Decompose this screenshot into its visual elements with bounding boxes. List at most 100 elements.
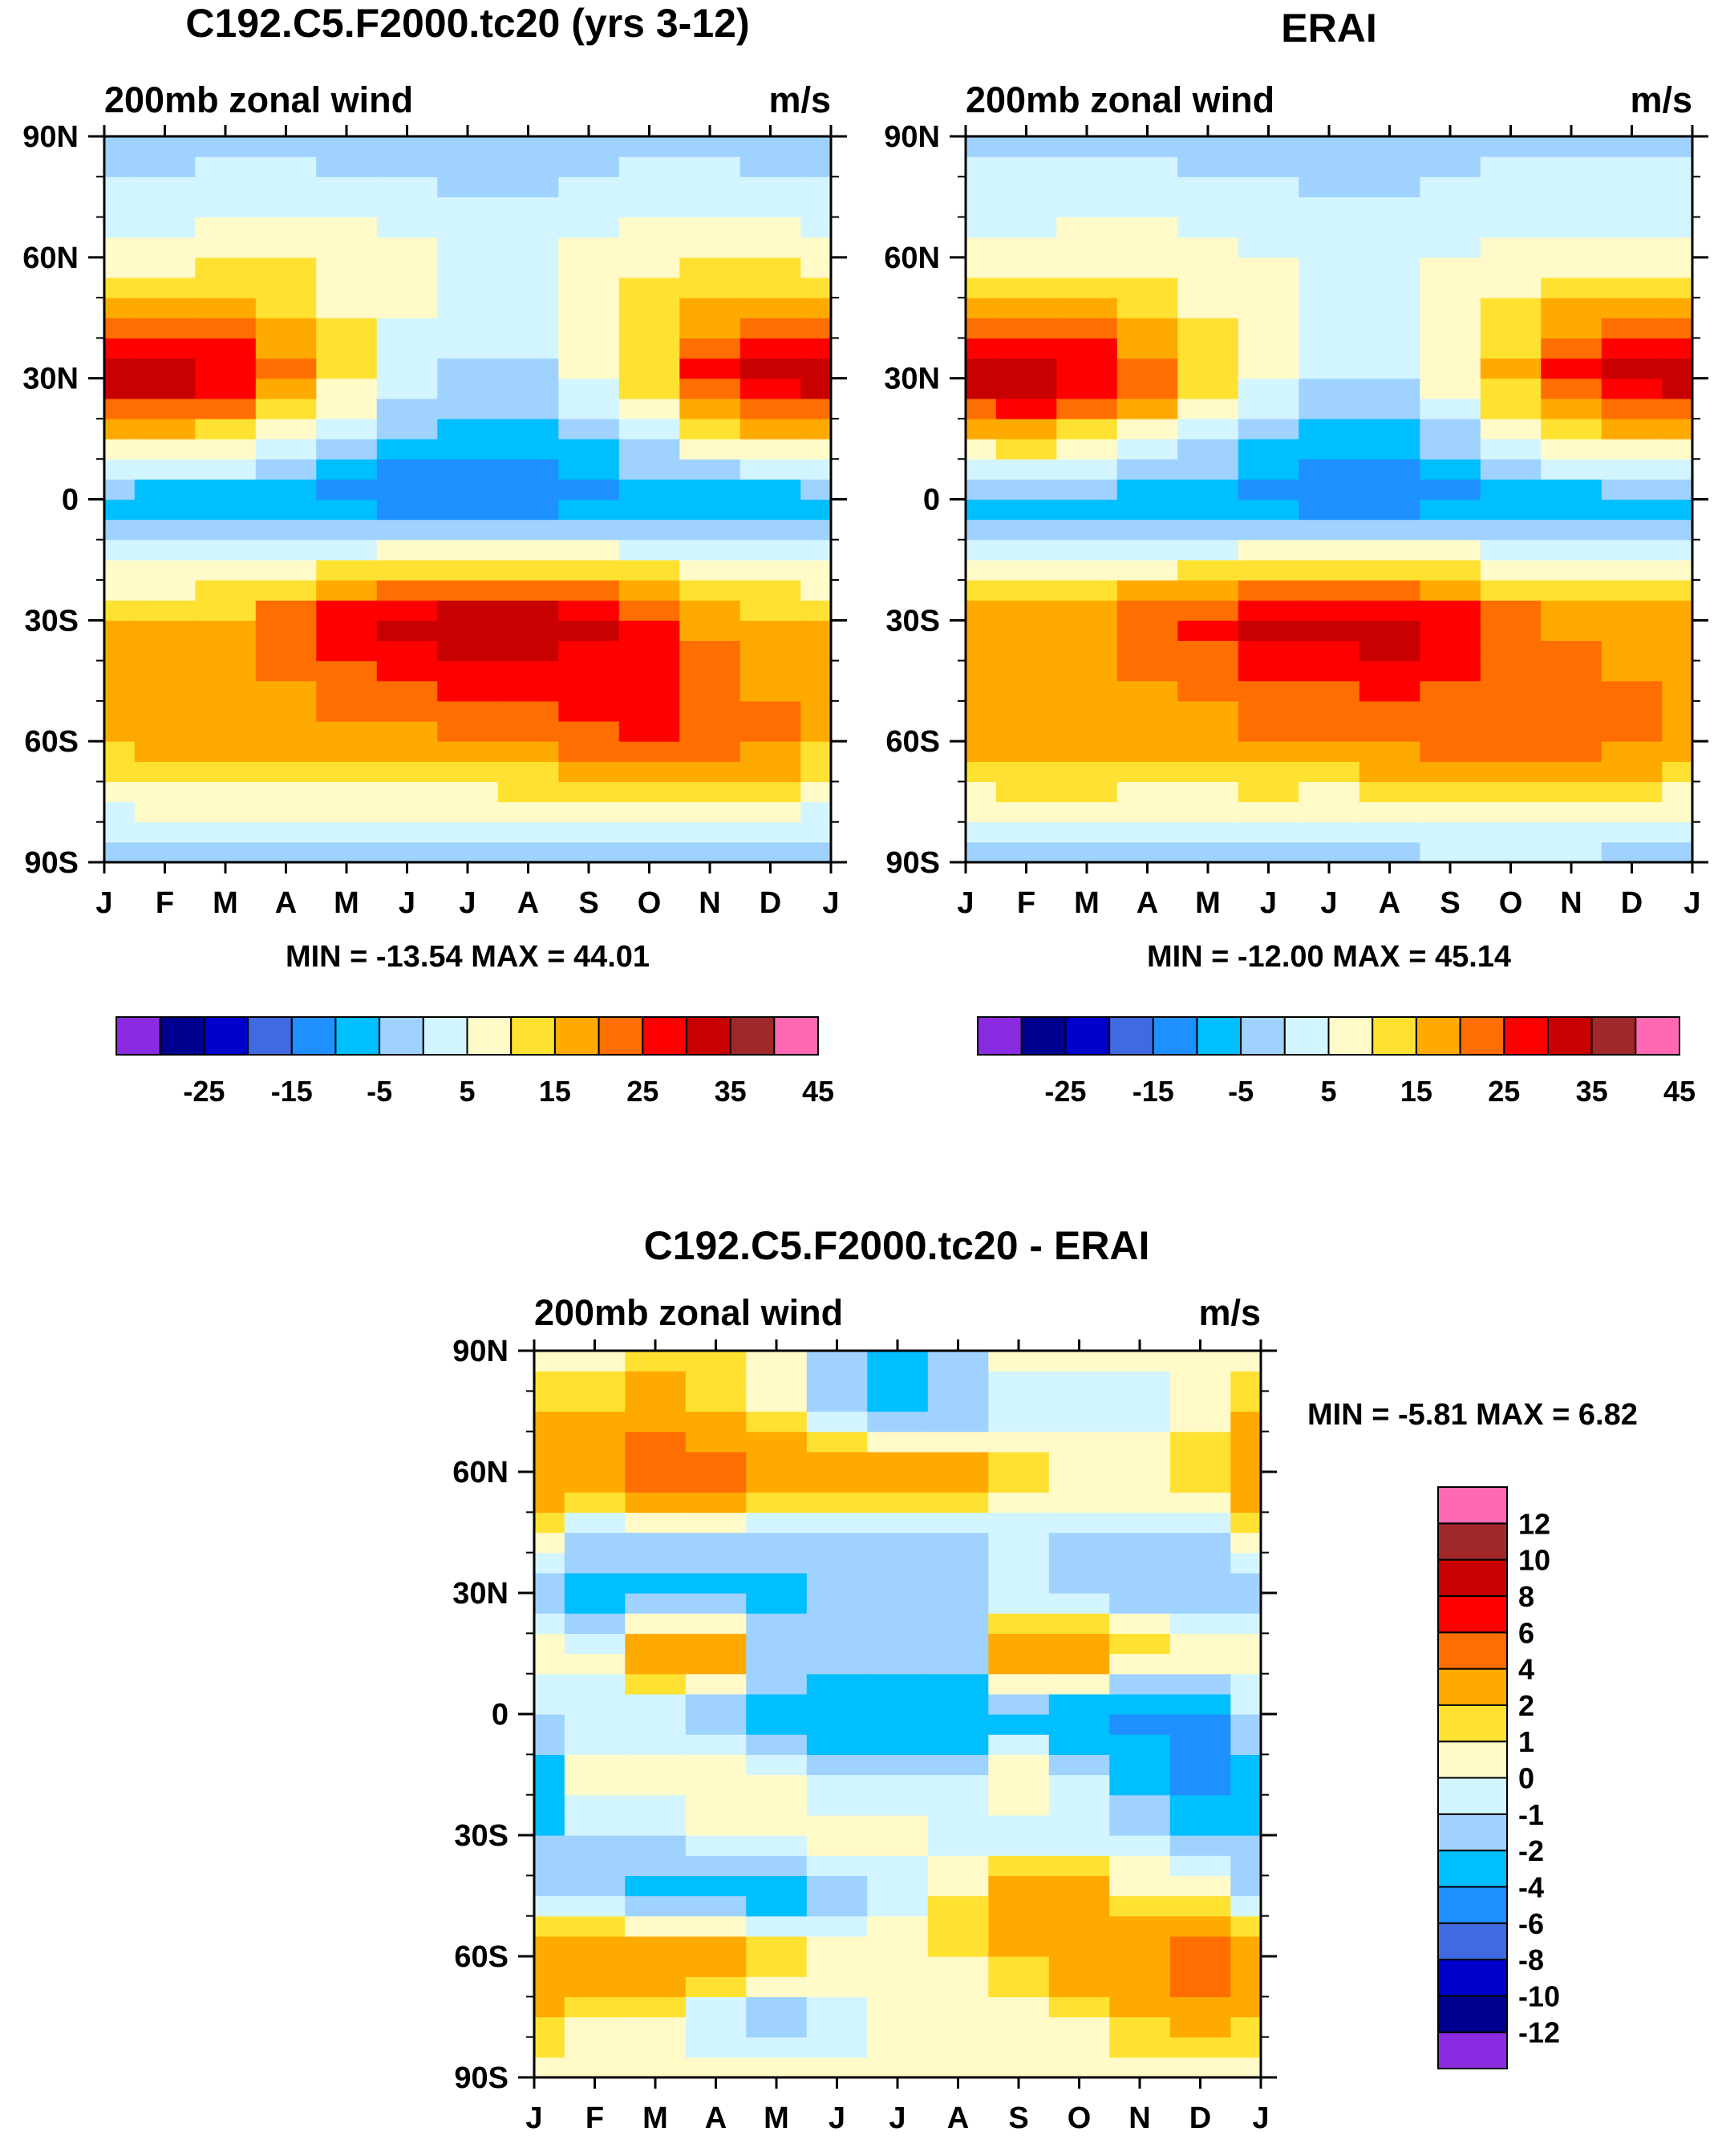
heatmap-cell: [1420, 680, 1481, 702]
heatmap-cell: [376, 700, 438, 722]
heatmap-cell: [195, 398, 257, 419]
heatmap-cell: [497, 539, 559, 561]
heatmap-cell: [134, 559, 196, 581]
colorbar-label: 25: [626, 1075, 658, 1108]
colorbar-label: -5: [1228, 1075, 1254, 1108]
heatmap-cell: [376, 156, 438, 177]
heatmap-cell: [1662, 721, 1693, 742]
heatmap-cell: [679, 519, 741, 541]
x-tick-label: A: [517, 886, 539, 920]
heatmap-cell: [534, 1734, 565, 1755]
heatmap-cell: [618, 600, 680, 621]
colorbar-box: [422, 1016, 468, 1056]
heatmap-cell: [995, 700, 1057, 722]
heatmap-cell: [995, 640, 1057, 662]
heatmap-cell: [564, 1794, 626, 1816]
heatmap-cell: [927, 1492, 989, 1513]
heatmap-cell: [625, 1794, 687, 1816]
heatmap-cell: [1541, 821, 1603, 843]
heatmap-cell: [1048, 1593, 1110, 1614]
heatmap-cell: [966, 700, 997, 722]
colorbar-box: [379, 1016, 424, 1056]
heatmap-cell: [1480, 176, 1542, 197]
heatmap-cell: [1116, 156, 1178, 177]
heatmap-cell: [195, 439, 257, 460]
heatmap-cell: [534, 1411, 565, 1433]
heatmap-cell: [988, 2057, 1050, 2078]
heatmap-cell: [1662, 559, 1693, 581]
heatmap-cell: [1177, 298, 1239, 318]
heatmap-cell: [1480, 358, 1542, 379]
heatmap-cell: [104, 761, 136, 782]
heatmap-cell: [558, 761, 620, 782]
heatmap-cell: [316, 197, 378, 218]
heatmap-cell: [564, 1633, 626, 1655]
y-tick-label: 30S: [454, 1819, 509, 1853]
heatmap-cell: [746, 1391, 808, 1412]
heatmap-cell: [995, 600, 1057, 621]
heatmap-cell: [966, 499, 997, 521]
heatmap-cell: [1420, 821, 1481, 843]
heatmap-cell: [1662, 479, 1693, 500]
heatmap-cell: [739, 781, 801, 803]
panel-model-right-label: m/s: [768, 79, 831, 120]
heatmap-cell: [1048, 1613, 1110, 1634]
heatmap-cell: [564, 1714, 626, 1735]
heatmap-cell: [437, 660, 499, 682]
heatmap-cell: [1116, 721, 1178, 742]
heatmap-cell: [1359, 237, 1420, 258]
heatmap-cell: [1359, 680, 1420, 702]
heatmap-cell: [1116, 257, 1178, 278]
y-tick-label: 30N: [452, 1577, 509, 1611]
heatmap-cell: [1230, 1996, 1262, 2018]
colorbar-label: -8: [1518, 1943, 1544, 1976]
heatmap-cell: [104, 660, 136, 682]
heatmap-cell: [255, 459, 317, 480]
heatmap-cell: [1056, 237, 1118, 258]
heatmap-cell: [995, 580, 1057, 601]
heatmap-cell: [1109, 1351, 1171, 1372]
heatmap-cell: [1601, 298, 1663, 318]
heatmap-cell: [1480, 197, 1542, 218]
heatmap-cell: [1480, 338, 1542, 359]
heatmap-cell: [625, 1552, 687, 1574]
heatmap-cell: [1177, 398, 1239, 419]
heatmap-cell: [1359, 378, 1420, 399]
heatmap-cell: [1048, 1935, 1110, 1957]
heatmap-cell: [1541, 358, 1603, 379]
heatmap-cell: [1230, 1572, 1262, 1594]
heatmap-cell: [1420, 700, 1481, 722]
heatmap-cell: [679, 801, 741, 823]
y-tick-label: 60N: [884, 241, 940, 275]
heatmap-cell: [1359, 741, 1420, 762]
heatmap-cell: [104, 539, 136, 561]
heatmap-cell: [1056, 499, 1118, 521]
heatmap-cell: [1601, 781, 1663, 803]
heatmap-cell: [1420, 358, 1481, 379]
heatmap-cell: [1420, 741, 1481, 762]
heatmap-cell: [685, 1774, 747, 1796]
heatmap-cell: [134, 640, 196, 662]
y-tick-label: 90S: [24, 846, 79, 880]
heatmap-cell: [685, 1956, 747, 1977]
heatmap-cell: [1480, 459, 1542, 480]
heatmap-cell: [806, 1512, 868, 1534]
heatmap-cell: [867, 1835, 929, 1856]
heatmap-cell: [1662, 278, 1693, 298]
heatmap-cell: [739, 136, 801, 157]
heatmap-cell: [1359, 257, 1420, 278]
heatmap-cell: [1169, 1552, 1231, 1574]
heatmap-cell: [995, 620, 1057, 641]
heatmap-cell: [255, 398, 317, 419]
heatmap-cell: [1116, 640, 1178, 662]
heatmap-cell: [806, 1472, 868, 1493]
heatmap-cell: [1480, 700, 1542, 722]
heatmap-cell: [1056, 539, 1118, 561]
heatmap-cell: [1048, 1391, 1110, 1412]
heatmap-cell: [1177, 680, 1239, 702]
colorbar-box: [1437, 1631, 1508, 1670]
heatmap-cell: [1230, 1673, 1262, 1695]
heatmap-cell: [1230, 1512, 1262, 1534]
heatmap-cell: [134, 197, 196, 218]
heatmap-cell: [1230, 1835, 1262, 1856]
